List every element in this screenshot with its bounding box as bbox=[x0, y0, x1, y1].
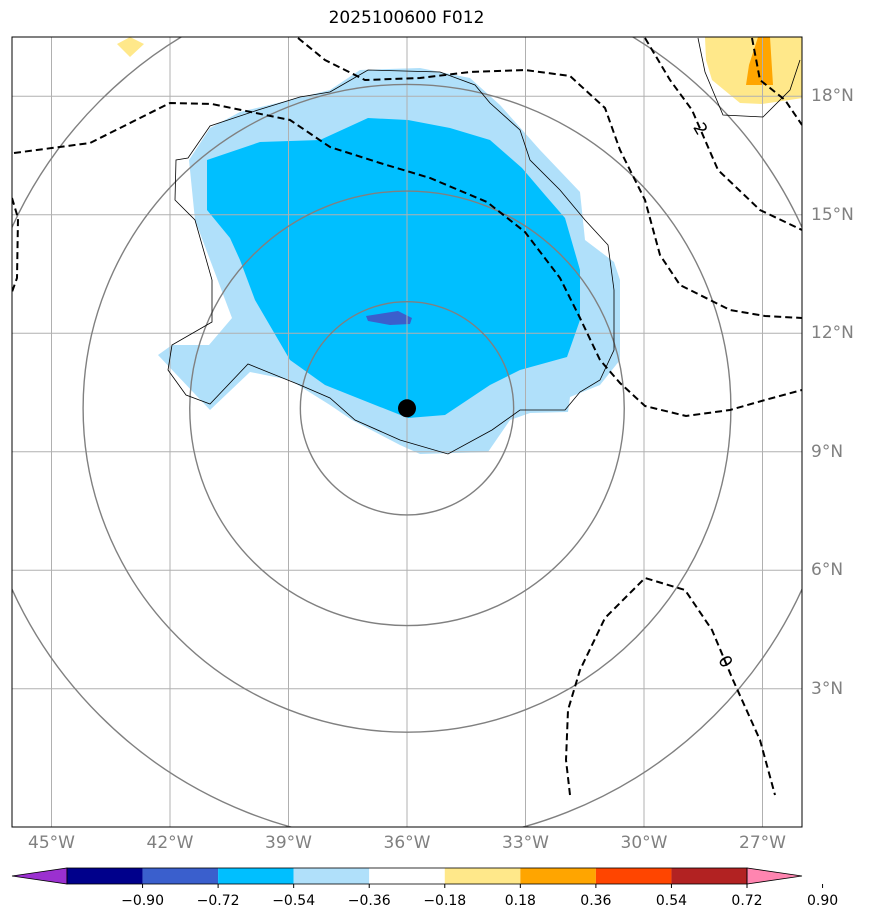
colorbar-tick-label: 0.72 bbox=[731, 893, 763, 909]
anomaly-outline-contour bbox=[167, 69, 615, 455]
colorbar-tick-label: 0.36 bbox=[580, 893, 612, 909]
lat-tick-label: 6°N bbox=[811, 560, 844, 581]
colorbar-segment bbox=[67, 868, 143, 884]
lon-tick-label: 27°W bbox=[739, 833, 786, 853]
range-ring bbox=[299, 300, 515, 516]
colorbar-tick-label: −0.72 bbox=[196, 893, 240, 909]
lon-tick-label: 45°W bbox=[28, 833, 75, 853]
dashed-contour-bottom bbox=[564, 576, 776, 796]
colorbar-segment bbox=[142, 868, 219, 884]
colorbar-outline bbox=[66, 867, 748, 885]
colorbar-tick-label: −0.18 bbox=[423, 893, 467, 909]
dashed-contour-top bbox=[297, 37, 802, 319]
anomaly-outline-contour-ne bbox=[697, 37, 801, 118]
colorbar-tick-label: −0.90 bbox=[121, 893, 164, 909]
range-rings bbox=[12, 37, 802, 827]
lon-tick-label: 30°W bbox=[620, 833, 668, 853]
colorbar-segment bbox=[595, 868, 672, 884]
colorbar-segment bbox=[218, 868, 294, 884]
colorbar-extend-low bbox=[11, 867, 68, 885]
colorbar-tick-label: 0.90 bbox=[806, 893, 839, 909]
colorbar-segment bbox=[444, 868, 521, 884]
lat-tick-label: 18°N bbox=[811, 86, 854, 107]
colorbar-tick-label: −0.54 bbox=[272, 893, 316, 909]
map-frame bbox=[11, 36, 803, 828]
lat-tick-label: 15°N bbox=[811, 204, 854, 225]
colorbar-tick-label: 0.54 bbox=[655, 893, 688, 909]
colorbar-tick-label: −0.36 bbox=[347, 893, 391, 909]
dashed-contours bbox=[12, 37, 802, 796]
lon-tick-label: 33°W bbox=[502, 833, 549, 853]
colorbar-segment bbox=[520, 868, 596, 884]
storm-center-marker bbox=[398, 399, 416, 418]
lat-tick-label: 12°N bbox=[811, 323, 854, 344]
dashed-contour-middle bbox=[13, 101, 802, 418]
anomaly-dark-blue-spot bbox=[366, 311, 412, 325]
lat-tick-label: 3°N bbox=[811, 678, 844, 699]
gridlines bbox=[12, 37, 802, 827]
colorbar-segment bbox=[671, 868, 747, 884]
colorbar bbox=[11, 867, 824, 888]
range-ring bbox=[189, 190, 625, 627]
lat-tick-label: 9°N bbox=[811, 441, 844, 462]
colorbar-segment bbox=[293, 868, 370, 884]
dashed-contour-left bbox=[12, 197, 20, 293]
anomaly-blue-region bbox=[207, 118, 580, 418]
colorbar-segment bbox=[369, 868, 445, 884]
range-ring bbox=[82, 83, 732, 733]
anomaly-orange-region bbox=[746, 37, 773, 85]
colorbar-tick-label: 0.18 bbox=[504, 893, 536, 909]
map-title: 2025100600 F012 bbox=[328, 8, 485, 28]
lon-tick-label: 39°W bbox=[265, 833, 312, 853]
colorbar-extend-high bbox=[746, 867, 803, 885]
dashed-contour-ne-corner bbox=[751, 37, 802, 126]
lon-tick-label: 36°W bbox=[383, 833, 431, 853]
lon-tick-label: 42°W bbox=[146, 833, 194, 853]
anomaly-yellow-spot-nw bbox=[117, 37, 144, 57]
